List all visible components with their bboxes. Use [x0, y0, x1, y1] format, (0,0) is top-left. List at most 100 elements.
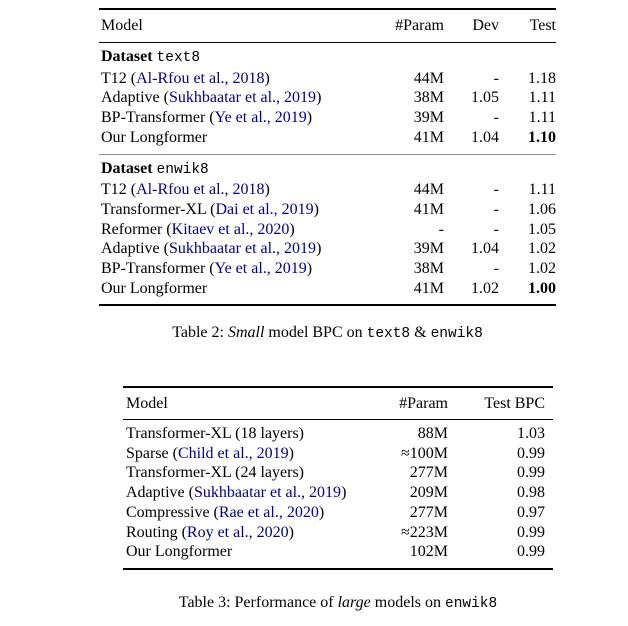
caption-prefix: Table 2:	[172, 324, 228, 341]
caption-italic-word: Small	[227, 324, 265, 341]
model-cell: Adaptive (Sukhbaatar et al., 2019)	[123, 483, 353, 503]
param-cell: 38M	[413, 260, 444, 278]
model-name: Adaptive (	[126, 484, 194, 502]
model-cell: Adaptive (Sukhbaatar et al., 2019)	[99, 88, 364, 108]
citation-link[interactable]: Sukhbaatar et al., 2019	[168, 89, 317, 107]
table-row: Transformer-XL (24 layers) 277M 0.99	[123, 463, 553, 483]
table-row-our-longformer: Our Longformer 41M 1.04 1.10	[99, 128, 556, 148]
dev-cell: -	[493, 181, 499, 199]
param-cell: ≈100M	[400, 444, 448, 462]
table3-header-row: Model #Param Test BPC	[123, 388, 553, 419]
caption-middle: models on	[370, 594, 445, 611]
dev-cell: 1.05	[471, 89, 499, 107]
dataset-label-row: Dataset enwik8	[99, 159, 556, 181]
caption-dataset-text8: text8	[366, 326, 411, 342]
table-row: T12 (Al-Rfou et al., 2018) 44M - 1.18	[99, 69, 556, 89]
citation-link[interactable]: Al-Rfou et al., 2018	[136, 69, 265, 87]
citation-link[interactable]: Child et al., 2019	[177, 444, 289, 462]
model-name: T12 (	[101, 69, 137, 87]
table-large-bpc: Model #Param Test BPC Transformer-XL (18…	[123, 386, 553, 570]
table-small-bpc: Model #Param Dev Test Dataset text8 T12 …	[99, 8, 556, 307]
model-name-suffix: )	[306, 109, 313, 127]
dataset-label: Dataset enwik8	[99, 159, 556, 181]
column-header-test-bpc: Test BPC	[484, 394, 545, 412]
table-row: Reformer (Kitaev et al., 2020) - - 1.05	[99, 220, 556, 240]
dev-cell: -	[493, 220, 499, 238]
param-cell: 44M	[413, 181, 444, 199]
dataset-label-row: Dataset text8	[99, 47, 556, 69]
param-cell: -	[438, 220, 444, 238]
model-cell: BP-Transformer (Ye et al., 2019)	[99, 108, 364, 128]
table2-header-row: Model #Param Dev Test	[99, 10, 556, 42]
param-cell: 209M	[409, 484, 448, 502]
model-name-suffix: )	[316, 240, 322, 258]
dev-cell: -	[493, 69, 499, 87]
model-name-suffix: )	[264, 69, 270, 87]
test-bpc-cell: 0.99	[517, 543, 545, 561]
column-header-test: Test	[529, 17, 556, 34]
model-name-suffix: )	[288, 523, 294, 541]
table2-section-enwik8: Dataset enwik8 T12 (Al-Rfou et al., 2018…	[99, 155, 556, 305]
model-name: Our Longformer	[126, 543, 233, 561]
dataset-name: text8	[156, 50, 201, 66]
column-header-dev: Dev	[472, 17, 499, 34]
table-row: BP-Transformer (Ye et al., 2019) 38M - 1…	[99, 259, 556, 279]
model-cell: Sparse (Child et al., 2019)	[123, 444, 353, 464]
param-cell: 277M	[409, 464, 448, 482]
model-cell: Adaptive (Sukhbaatar et al., 2019)	[99, 239, 364, 259]
citation-link[interactable]: Ye et al., 2019	[214, 109, 307, 127]
param-cell: 39M	[413, 109, 444, 127]
citation-link[interactable]: Ye et al., 2019	[214, 260, 307, 278]
caption-dataset-enwik8: enwik8	[445, 596, 498, 612]
dev-cell: 1.04	[471, 128, 499, 146]
model-cell: Compressive (Rae et al., 2020)	[123, 503, 353, 523]
table-row: Adaptive (Sukhbaatar et al., 2019) 38M 1…	[99, 88, 556, 108]
model-name: Transformer-XL (	[101, 200, 216, 218]
model-name: Compressive (	[126, 503, 219, 521]
param-cell: 39M	[413, 240, 444, 258]
model-name-suffix: )	[313, 200, 319, 218]
model-cell: Transformer-XL (18 layers)	[123, 424, 353, 444]
test-cell: 1.18	[528, 69, 556, 87]
param-cell: 44M	[413, 69, 444, 87]
model-name-suffix: )	[288, 444, 294, 462]
model-name: Routing (	[126, 523, 187, 541]
model-name: Transformer-XL (18 layers)	[126, 425, 304, 442]
model-cell: T12 (Al-Rfou et al., 2018)	[99, 180, 364, 200]
citation-link[interactable]: Dai et al., 2019	[215, 200, 314, 218]
model-name: BP-Transformer (	[101, 109, 215, 127]
param-cell: 41M	[413, 279, 444, 297]
model-cell: Transformer-XL (24 layers)	[123, 463, 353, 483]
citation-link[interactable]: Sukhbaatar et al., 2019	[193, 484, 342, 502]
table3-body: Transformer-XL (18 layers) 88M 1.03 Spar…	[123, 420, 553, 568]
model-name: Sparse (	[126, 444, 178, 462]
caption-middle: model BPC on	[264, 324, 367, 341]
model-name: Adaptive (	[101, 240, 169, 258]
table-row-our-longformer: Our Longformer 102M 0.99	[123, 542, 553, 562]
param-cell: 88M	[417, 425, 448, 442]
citation-link[interactable]: Roy et al., 2020	[186, 523, 289, 541]
table-row: Adaptive (Sukhbaatar et al., 2019) 39M 1…	[99, 239, 556, 259]
table2-section-text8: Dataset text8 T12 (Al-Rfou et al., 2018)…	[99, 43, 556, 154]
citation-link[interactable]: Sukhbaatar et al., 2019	[168, 240, 317, 258]
column-header-param: #Param	[399, 394, 448, 412]
model-name-suffix: )	[264, 181, 270, 199]
dataset-label: Dataset text8	[99, 47, 556, 69]
dev-cell: 1.04	[471, 240, 499, 258]
citation-link[interactable]: Rae et al., 2020	[218, 503, 319, 521]
model-cell: Our Longformer	[99, 279, 364, 299]
model-name: T12 (	[101, 181, 137, 199]
test-cell-best: 1.00	[528, 279, 556, 297]
table-row: Transformer-XL (18 layers) 88M 1.03	[123, 424, 553, 444]
table3-bottom-rule	[123, 567, 553, 570]
caption-italic-word: large	[337, 594, 371, 611]
model-name: Reformer (	[101, 220, 172, 238]
column-header-param: #Param	[395, 17, 444, 34]
citation-link[interactable]: Al-Rfou et al., 2018	[136, 181, 265, 199]
param-cell: 277M	[409, 503, 448, 521]
test-bpc-cell: 1.03	[517, 425, 545, 442]
citation-link[interactable]: Kitaev et al., 2020	[171, 220, 290, 238]
table3-header-rule	[123, 419, 553, 420]
caption-dataset-enwik8: enwik8	[430, 326, 483, 342]
